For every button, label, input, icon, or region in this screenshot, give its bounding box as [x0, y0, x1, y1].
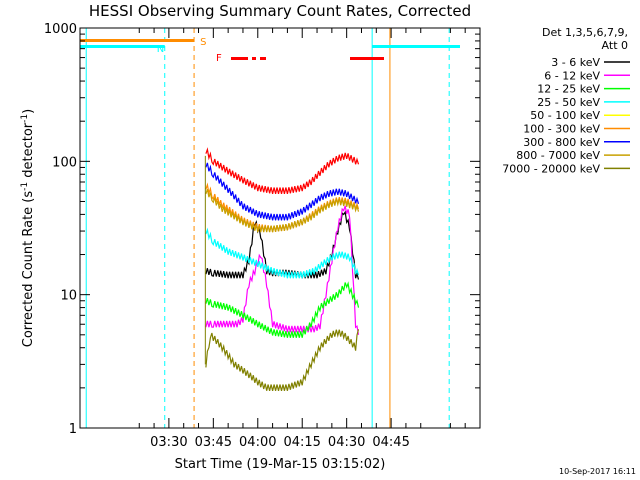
series-line-series-6 — [205, 162, 360, 221]
x-tick-label: 04:45 — [372, 435, 409, 450]
legend-entry-label: 3 - 6 keV — [551, 56, 600, 69]
y-axis-label: Corrected Count Rate (s-1 detector-1) — [20, 109, 36, 347]
flare-flag-bar — [231, 57, 248, 60]
y-tick-label: 10 — [60, 289, 77, 304]
y-axis-label-sup1: -1 — [20, 182, 30, 191]
saa-flag-label: S — [200, 37, 206, 48]
legend-entry-label: 100 - 300 keV — [523, 123, 600, 136]
legend-entry-label: 300 - 800 keV — [523, 136, 600, 149]
y-axis-label-sup2: -1 — [20, 114, 30, 123]
x-tick-label: 04:00 — [239, 435, 276, 450]
y-tick-label: 1000 — [44, 22, 77, 37]
legend-header-2: Att 0 — [602, 39, 628, 52]
legend-entry-label: 6 - 12 keV — [544, 69, 600, 82]
y-tick-label: 100 — [52, 155, 77, 170]
legend-entry-label: 50 - 100 keV — [530, 109, 600, 122]
legend-entry-label: 25 - 50 keV — [537, 96, 600, 109]
plot-area: N SF — [80, 28, 460, 428]
flare-flag-bar — [260, 57, 266, 60]
legend-entry-label: 800 - 7000 keV — [516, 149, 600, 162]
series-line-series-1 — [205, 205, 360, 335]
saa-flag-bar — [80, 39, 195, 42]
night-flag-bar — [80, 45, 165, 48]
y-tick-label: 1 — [69, 422, 77, 437]
x-tick-label: 04:15 — [283, 435, 320, 450]
series-line-red — [205, 147, 360, 195]
x-tick-label: 04:30 — [328, 435, 365, 450]
night-flag-bar — [372, 45, 460, 48]
chart-title: HESSI Observing Summary Count Rates, Cor… — [89, 2, 471, 20]
x-tick-label: 03:30 — [150, 435, 187, 450]
flare-flag-bar — [350, 57, 384, 60]
y-axis-label-main: Corrected Count Rate (s — [21, 191, 36, 348]
footer-timestamp: 10-Sep-2017 16:11 — [559, 467, 636, 476]
legend-entry-label: 12 - 25 keV — [537, 83, 600, 96]
flare-flag-bar — [252, 57, 256, 60]
legend-header-1: Det 1,3,5,6,7,9, — [542, 26, 628, 39]
series-line-series-8 — [205, 329, 360, 391]
x-tick-label: 03:45 — [195, 435, 232, 450]
legend-entry-label: 7000 - 20000 keV — [502, 162, 600, 175]
axis-ticks: 1 10 100 1000 03:30 03:45 04:00 04:15 04:30 04:45 — [44, 22, 480, 450]
x-axis-label: Start Time (19-Mar-15 03:15:02) — [175, 457, 386, 472]
plot-frame — [79, 27, 481, 429]
y-axis-label-end: ) — [21, 109, 36, 114]
night-flag-label: N — [157, 44, 164, 55]
series-line-series-7 — [205, 189, 360, 233]
series-line-series-3 — [205, 227, 360, 279]
flare-flag-label: F — [216, 53, 222, 64]
y-axis-label-mid: detector — [21, 122, 36, 182]
series-line-series-2 — [205, 281, 360, 338]
